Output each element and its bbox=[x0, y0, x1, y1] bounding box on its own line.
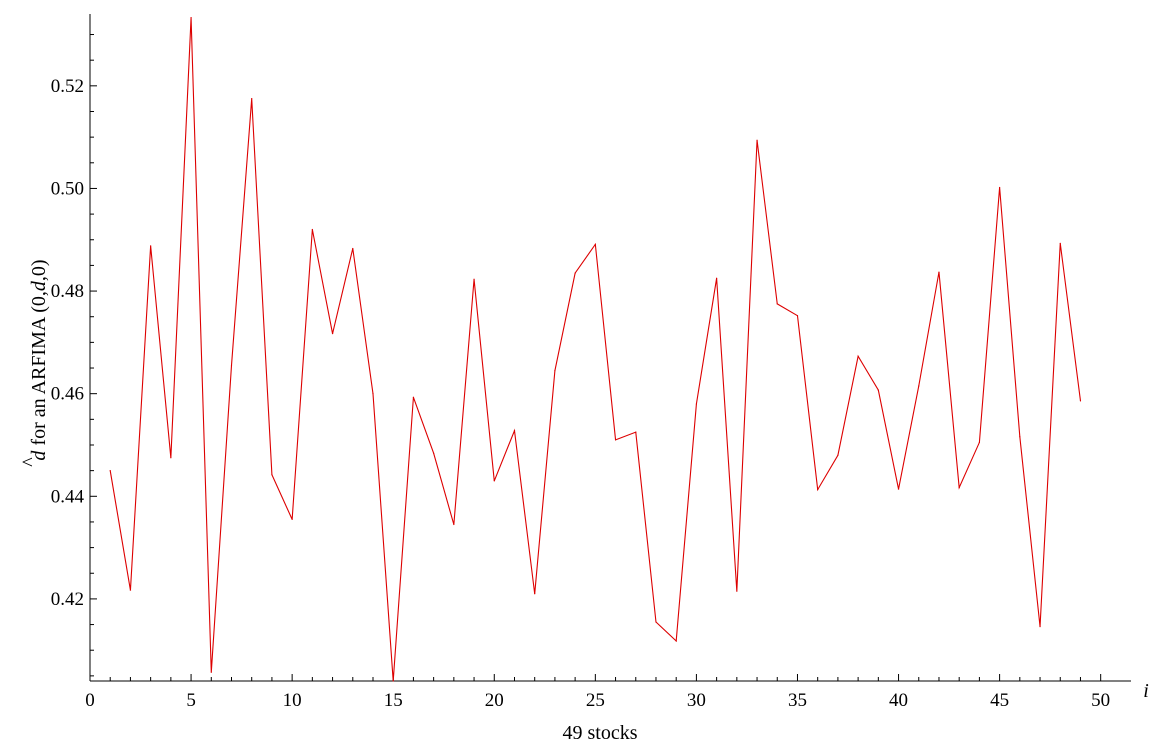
data-point bbox=[513, 430, 516, 432]
data-point bbox=[311, 228, 313, 231]
data-point bbox=[331, 333, 334, 335]
data-point bbox=[190, 16, 192, 19]
x-tick-label: 15 bbox=[384, 690, 403, 711]
data-point bbox=[958, 486, 960, 489]
data-point bbox=[695, 403, 698, 405]
data-point bbox=[1079, 400, 1082, 402]
data-point bbox=[938, 271, 940, 273]
data-point bbox=[857, 355, 859, 357]
data-point bbox=[837, 454, 839, 456]
data-point bbox=[1019, 436, 1021, 438]
data-point bbox=[999, 186, 1001, 189]
data-point bbox=[1059, 242, 1061, 244]
plot-area bbox=[109, 16, 1082, 682]
x-tick-label: 5 bbox=[186, 690, 196, 711]
data-point bbox=[493, 480, 495, 482]
data-point bbox=[796, 315, 799, 317]
data-point bbox=[594, 243, 596, 245]
y-axis-title-hat: ^ bbox=[19, 457, 41, 467]
x-tick-label: 25 bbox=[586, 690, 605, 711]
data-point bbox=[554, 369, 556, 372]
y-tick-label: 0.48 bbox=[51, 281, 84, 302]
data-point bbox=[170, 457, 172, 459]
data-point bbox=[716, 277, 718, 279]
data-point bbox=[210, 671, 212, 673]
data-point bbox=[433, 452, 435, 454]
data-point bbox=[392, 680, 394, 682]
data-point bbox=[251, 98, 253, 100]
data-point bbox=[655, 621, 657, 623]
data-point bbox=[918, 385, 920, 387]
x-tick-label: 10 bbox=[283, 690, 302, 711]
x-tick-label: 0 bbox=[85, 690, 95, 711]
data-point bbox=[230, 364, 233, 367]
data-point bbox=[574, 272, 576, 274]
y-tick-label: 0.42 bbox=[51, 589, 84, 610]
data-point bbox=[453, 523, 455, 526]
svg-text:d for an ARFIMA (0,d,0): d for an ARFIMA (0,d,0) bbox=[28, 259, 50, 460]
ticks: 0 5 10 15 20 25 30 35 40 45 50 0.42 0.44 0.46 0.48 0.50… bbox=[51, 34, 1110, 711]
y-tick-label: 0.52 bbox=[51, 76, 84, 97]
data-point bbox=[897, 488, 900, 490]
data-point bbox=[473, 278, 475, 280]
series-line bbox=[109, 17, 1082, 682]
data-point bbox=[534, 593, 536, 595]
data-point bbox=[372, 393, 374, 395]
data-point bbox=[756, 139, 758, 141]
y-axis-title-main: for an ARFIMA (0, bbox=[28, 291, 50, 450]
y-axis-title-d-italic: d bbox=[28, 280, 50, 291]
data-point bbox=[352, 247, 354, 250]
data-point bbox=[635, 431, 637, 433]
x-tick-label: 35 bbox=[788, 690, 807, 711]
data-point bbox=[877, 389, 879, 391]
x-tick-label: 30 bbox=[687, 690, 706, 711]
data-point bbox=[129, 589, 132, 591]
data-point bbox=[817, 489, 819, 491]
y-tick-label: 0.46 bbox=[51, 384, 84, 405]
data-point bbox=[614, 439, 617, 441]
data-point bbox=[1039, 626, 1041, 628]
x-axis-title: 49 stocks bbox=[563, 722, 638, 744]
data-point bbox=[978, 441, 980, 444]
y-tick-label: 0.50 bbox=[51, 178, 84, 199]
data-point bbox=[291, 518, 293, 520]
x-axis-variable-label: i bbox=[1143, 680, 1149, 702]
data-point bbox=[412, 396, 415, 398]
data-point bbox=[271, 474, 273, 476]
data-point bbox=[736, 590, 738, 592]
x-tick-label: 20 bbox=[485, 690, 504, 711]
x-tick-label: 40 bbox=[889, 690, 908, 711]
y-axis-title: d for an ARFIMA (0,d,0) bbox=[28, 259, 50, 460]
y-axis-title-suffix: ,0) bbox=[28, 259, 50, 281]
data-point bbox=[776, 303, 778, 305]
x-tick-label: 50 bbox=[1091, 690, 1110, 711]
y-tick-label: 0.44 bbox=[51, 486, 85, 507]
data-point bbox=[109, 470, 111, 472]
data-point bbox=[675, 640, 677, 642]
y-axis-title-d: d bbox=[28, 450, 50, 461]
axes bbox=[89, 14, 1131, 682]
data-point bbox=[150, 245, 152, 247]
x-tick-label: 45 bbox=[990, 690, 1009, 711]
